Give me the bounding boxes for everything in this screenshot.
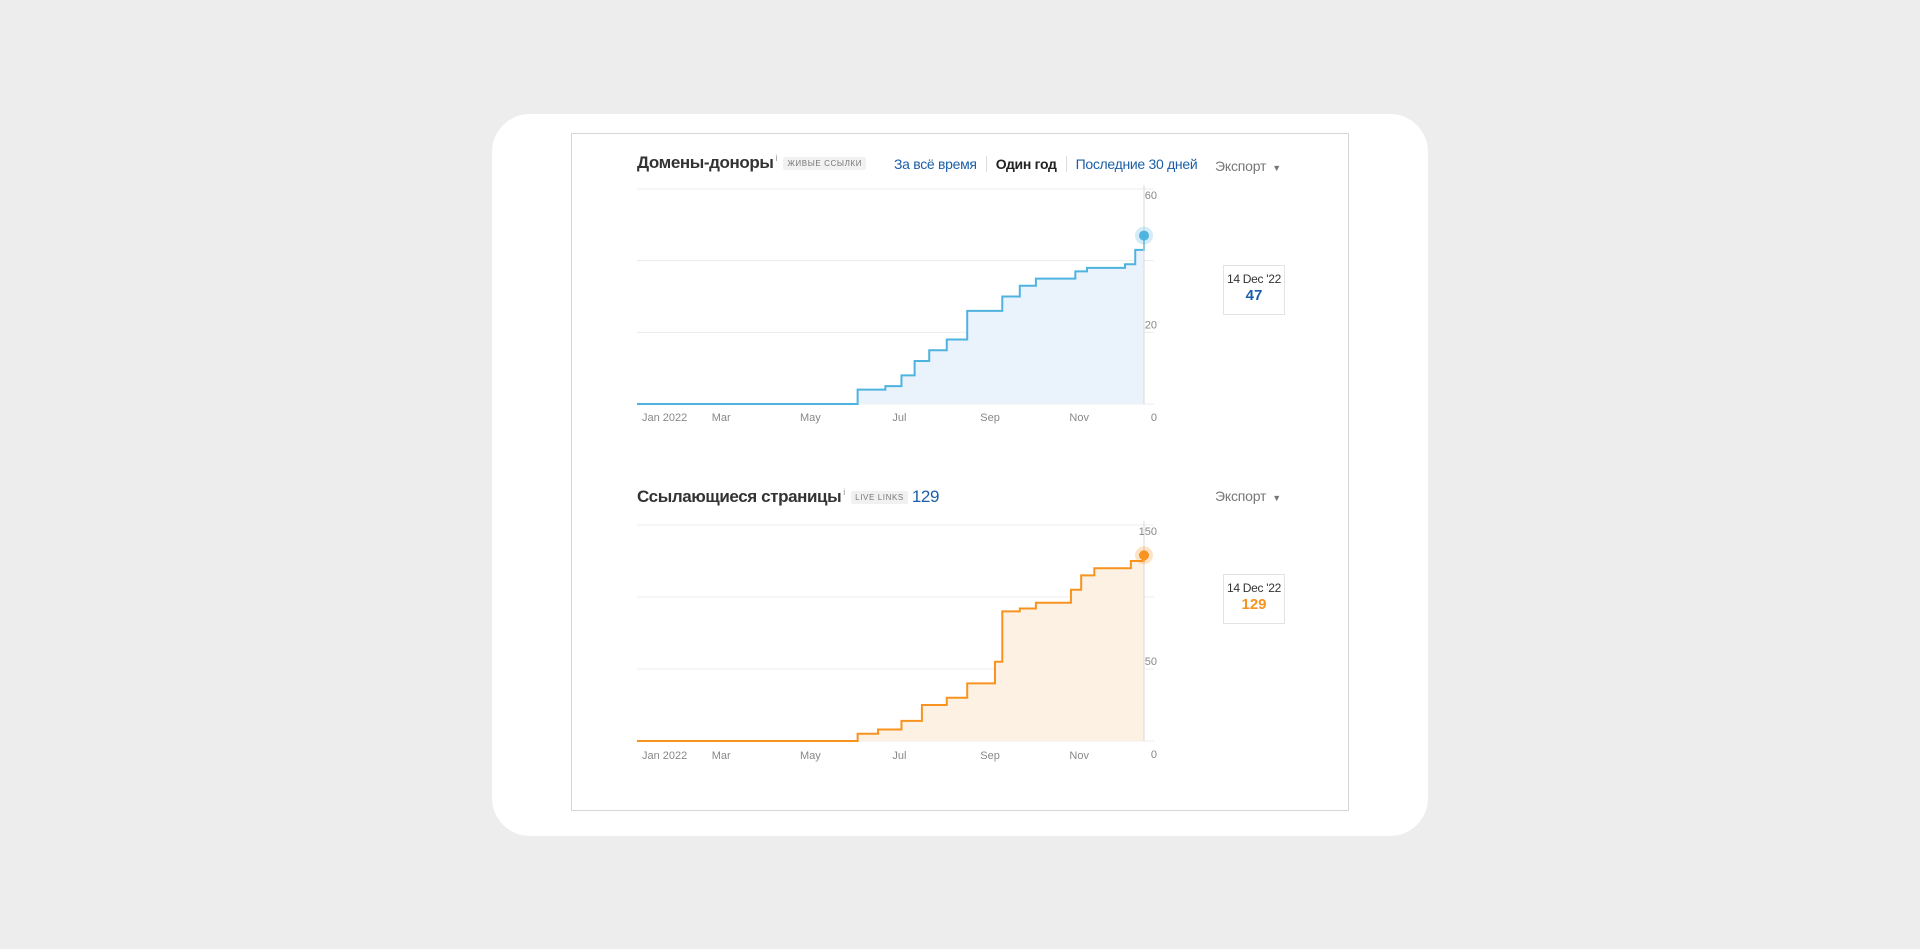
x-tick-label: Sep [980,750,1000,762]
x-tick-label: Mar [712,750,731,762]
referring-pages-section: Ссылающиеся страницы i live links 129 Эксп… [572,464,1350,812]
export-button[interactable]: Экспорт ▼ [1215,488,1281,504]
x-tick-label: Jan 2022 [642,750,687,762]
y-tick-label: 150 [1139,526,1157,538]
y-tick-label: 50 [1145,656,1157,668]
data-point [1139,230,1149,241]
tooltip-date: 14 Dec '22 [1227,272,1281,286]
series-area [637,555,1144,741]
live-links-badge: живые ссылки [783,157,867,171]
info-icon[interactable]: i [843,487,845,497]
donor-domains-title: Домены-доноры i живые ссылки [637,153,867,173]
tab-last-30-days[interactable]: Последние 30 дней [1065,156,1207,172]
x-tick-label: Nov [1069,750,1089,762]
series-line [637,555,1145,742]
referring-pages-tooltip: 14 Dec '22 129 [1223,574,1285,624]
tooltip-date: 14 Dec '22 [1227,581,1281,595]
widget-frame: Домены-доноры i живые ссылки За всё время… [571,133,1349,811]
period-tabs: За всё время Один год Последние 30 дней [885,156,1207,172]
donor-domains-title-text: Домены-доноры [637,153,774,172]
referring-pages-chart: 150 50 0 Jan 2022 Mar May Jul Sep Nov [637,521,1157,762]
export-label: Экспорт [1215,158,1267,174]
referring-pages-count[interactable]: 129 [911,487,940,506]
donor-domains-section: Домены-доноры i живые ссылки За всё время… [572,134,1350,464]
x-tick-label: Nov [1069,412,1089,424]
x-tick-label: May [800,750,821,762]
tab-all-time[interactable]: За всё время [894,156,977,172]
referring-pages-title: Ссылающиеся страницы i live links 129 [637,487,939,507]
y-tick-label: 20 [1145,319,1157,331]
x-tick-label: Jul [892,750,906,762]
y-tick-label: 60 [1145,190,1157,202]
series-line [637,235,1145,405]
donor-domains-tooltip: 14 Dec '22 47 [1223,265,1285,315]
export-label: Экспорт [1215,488,1267,504]
tooltip-value: 129 [1241,596,1267,613]
x-tick-label: Mar [712,412,731,424]
caret-down-icon: ▼ [1272,493,1281,503]
live-links-badge: live links [851,491,908,505]
donor-domains-chart: 60 20 0 Jan 2022 Mar May Jul Sep Nov [637,185,1157,424]
tab-one-year[interactable]: Один год [985,156,1066,172]
tooltip-value: 47 [1245,287,1263,304]
y-tick-label: 0 [1151,412,1157,424]
data-point [1139,550,1149,561]
x-tick-label: Sep [980,412,1000,424]
x-tick-label: Jul [892,412,906,424]
info-icon[interactable]: i [775,153,778,163]
series-area [637,235,1144,404]
caret-down-icon: ▼ [1272,163,1281,173]
x-tick-label: May [800,412,821,424]
y-tick-label: 0 [1151,749,1157,761]
referring-pages-title-text: Ссылающиеся страницы [637,487,842,506]
x-tick-label: Jan 2022 [642,412,687,424]
export-button[interactable]: Экспорт ▼ [1215,158,1281,174]
